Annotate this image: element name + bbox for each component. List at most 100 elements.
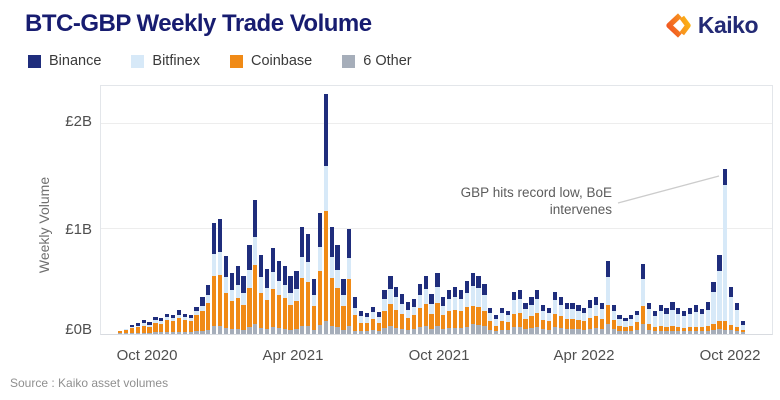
bar-week-72[interactable]: [541, 304, 546, 334]
bar-week-95[interactable]: [676, 307, 681, 334]
bar-week-74[interactable]: [552, 291, 558, 334]
bar-week-97[interactable]: [687, 307, 693, 334]
bar-week-29[interactable]: [288, 276, 293, 334]
bar-week-40[interactable]: [353, 297, 358, 334]
bar-week-14[interactable]: [200, 297, 205, 334]
bar-week-5[interactable]: [147, 322, 152, 334]
bar-week-49[interactable]: [405, 302, 411, 334]
bar-week-34[interactable]: [317, 213, 323, 334]
bar-week-75[interactable]: [558, 297, 563, 334]
bar-week-28[interactable]: [282, 265, 287, 334]
bar-week-10[interactable]: [176, 309, 182, 334]
bar-week-4[interactable]: [141, 320, 146, 334]
bar-week-104[interactable]: [729, 286, 734, 334]
bar-week-47[interactable]: [394, 286, 399, 334]
bar-week-106[interactable]: [740, 321, 746, 334]
bar-week-66[interactable]: [505, 310, 511, 334]
bar-week-36[interactable]: [329, 226, 334, 334]
bar-week-60[interactable]: [470, 273, 475, 334]
bar-week-12[interactable]: [188, 315, 193, 334]
bar-week-71[interactable]: [535, 289, 540, 334]
bar-week-81[interactable]: [593, 297, 599, 334]
bar-week-86[interactable]: [623, 318, 628, 334]
bar-week-89[interactable]: [640, 263, 646, 334]
bar-week-48[interactable]: [400, 294, 405, 334]
bar-week-23[interactable]: [253, 199, 258, 334]
bar-week-84[interactable]: [611, 304, 616, 334]
bar-week-90[interactable]: [646, 302, 652, 334]
bar-week-54[interactable]: [435, 273, 440, 334]
bar-week-0[interactable]: [118, 330, 123, 334]
bar-week-92[interactable]: [658, 304, 663, 334]
bar-week-7[interactable]: [159, 318, 164, 334]
bar-week-21[interactable]: [241, 276, 246, 334]
bar-week-18[interactable]: [223, 256, 229, 334]
bar-week-44[interactable]: [376, 311, 381, 334]
bar-week-63[interactable]: [488, 307, 493, 334]
bar-week-103[interactable]: [723, 169, 728, 334]
bar-week-9[interactable]: [170, 315, 176, 334]
bar-week-73[interactable]: [546, 307, 552, 334]
bar-week-33[interactable]: [311, 279, 317, 334]
bar-week-39[interactable]: [347, 229, 352, 334]
bar-week-17[interactable]: [217, 218, 223, 334]
bar-week-79[interactable]: [582, 307, 587, 334]
bar-week-16[interactable]: [212, 222, 217, 334]
bar-week-77[interactable]: [570, 302, 575, 334]
bar-week-68[interactable]: [517, 289, 522, 334]
bar-week-26[interactable]: [270, 247, 276, 334]
bar-week-76[interactable]: [564, 302, 569, 334]
bar-week-82[interactable]: [599, 302, 605, 334]
bar-week-87[interactable]: [629, 315, 634, 334]
bar-week-50[interactable]: [411, 299, 417, 334]
bar-week-53[interactable]: [429, 294, 434, 334]
bar-week-24[interactable]: [259, 255, 264, 334]
bar-week-101[interactable]: [711, 281, 716, 334]
bar-week-80[interactable]: [588, 300, 593, 334]
bar-week-88[interactable]: [635, 310, 640, 334]
bar-week-102[interactable]: [717, 255, 722, 334]
bar-week-65[interactable]: [499, 307, 505, 334]
bar-week-99[interactable]: [699, 308, 704, 334]
bar-week-69[interactable]: [523, 302, 528, 334]
bar-week-51[interactable]: [417, 283, 422, 334]
bar-week-57[interactable]: [452, 286, 458, 334]
bar-week-46[interactable]: [388, 276, 393, 334]
bar-week-96[interactable]: [682, 310, 687, 334]
bar-week-98[interactable]: [693, 304, 699, 334]
bar-week-55[interactable]: [441, 297, 446, 334]
bar-week-41[interactable]: [358, 310, 364, 334]
bar-week-31[interactable]: [300, 226, 305, 334]
bar-week-8[interactable]: [165, 314, 170, 334]
bar-week-27[interactable]: [276, 260, 281, 334]
bar-week-37[interactable]: [335, 244, 340, 334]
bar-week-56[interactable]: [447, 289, 452, 334]
bar-week-6[interactable]: [153, 317, 158, 334]
bar-week-11[interactable]: [182, 314, 187, 334]
bar-week-94[interactable]: [670, 302, 675, 334]
bar-week-100[interactable]: [705, 302, 710, 334]
bar-week-70[interactable]: [529, 297, 534, 334]
bar-week-91[interactable]: [652, 310, 657, 334]
bar-week-85[interactable]: [617, 315, 622, 334]
bar-week-30[interactable]: [294, 270, 299, 334]
bar-week-3[interactable]: [135, 323, 140, 334]
bar-week-93[interactable]: [664, 307, 669, 334]
bar-week-78[interactable]: [576, 304, 581, 334]
bar-week-38[interactable]: [341, 279, 346, 334]
bar-week-64[interactable]: [494, 315, 499, 334]
bar-week-83[interactable]: [605, 260, 610, 334]
bar-week-43[interactable]: [370, 306, 375, 334]
bar-week-1[interactable]: [123, 328, 129, 334]
bar-week-20[interactable]: [235, 265, 240, 334]
bar-week-35[interactable]: [323, 93, 328, 334]
bar-week-42[interactable]: [364, 313, 370, 334]
bar-week-105[interactable]: [734, 302, 740, 334]
bar-week-62[interactable]: [482, 283, 487, 334]
bar-week-25[interactable]: [264, 268, 270, 334]
bar-week-15[interactable]: [206, 284, 211, 334]
bar-week-52[interactable]: [423, 276, 428, 334]
bar-week-19[interactable]: [229, 273, 234, 334]
bar-week-45[interactable]: [382, 289, 387, 334]
bar-week-58[interactable]: [458, 289, 464, 334]
